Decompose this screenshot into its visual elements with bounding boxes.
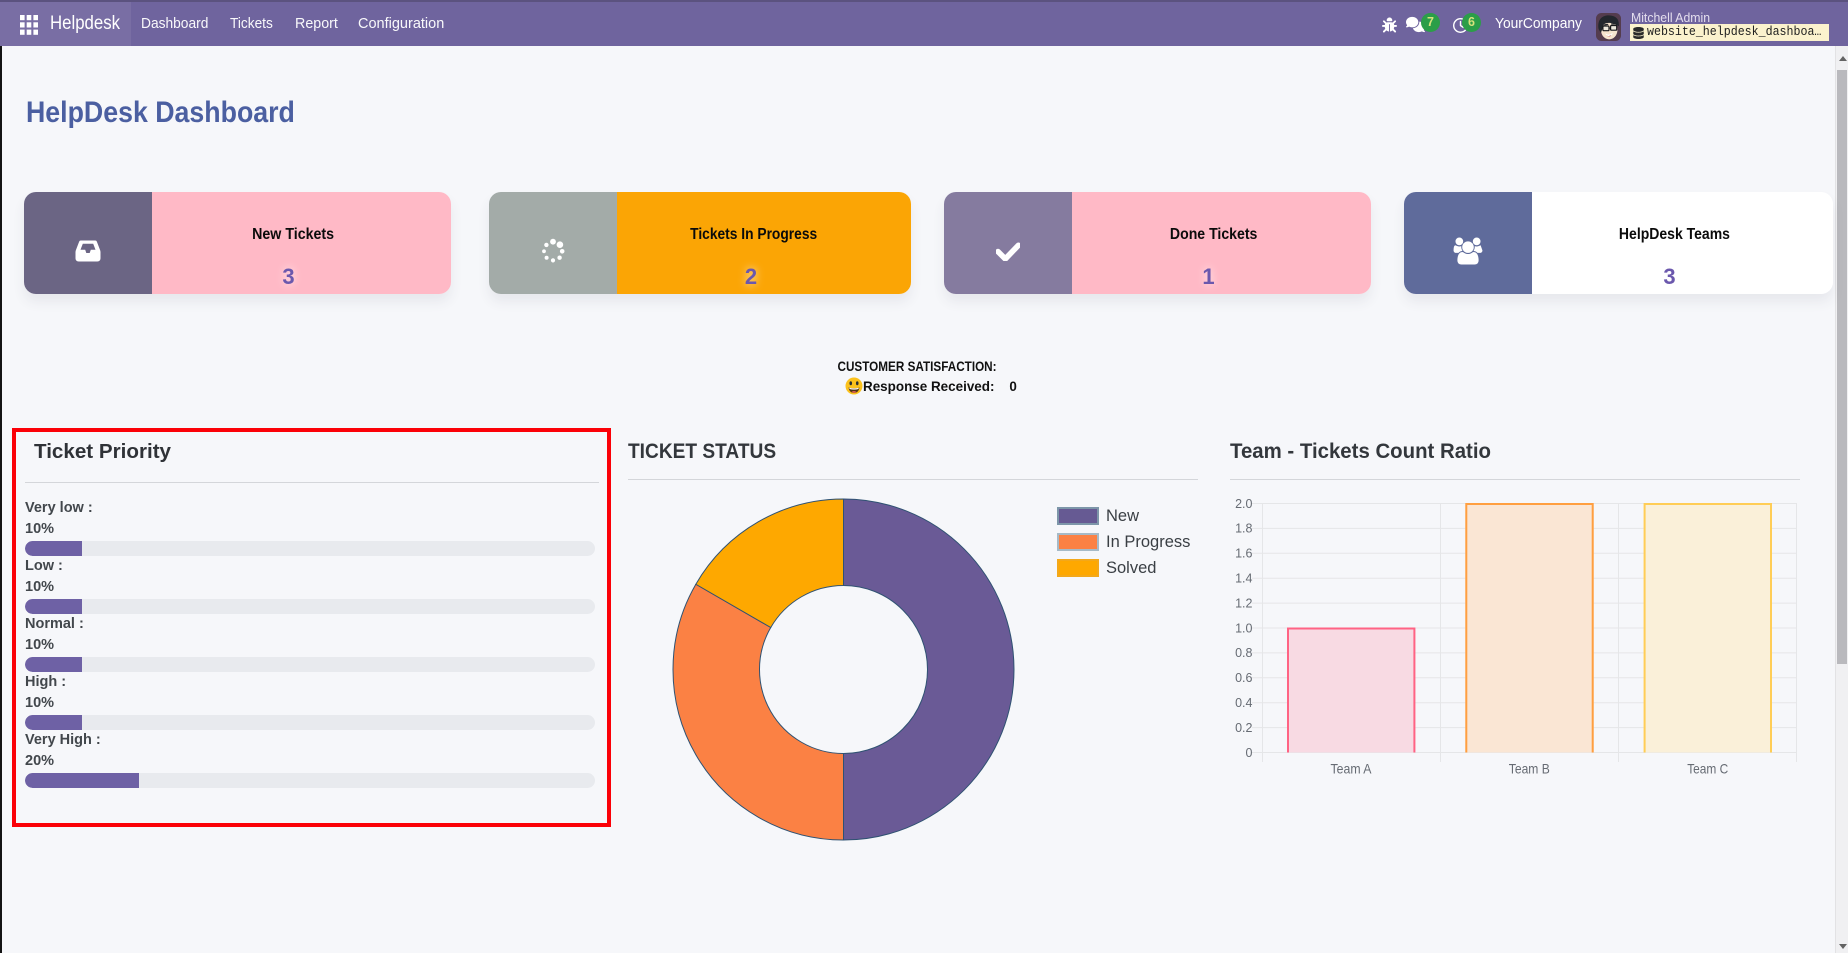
- svg-text:0.8: 0.8: [1235, 646, 1252, 660]
- svg-text:0.4: 0.4: [1235, 696, 1252, 710]
- svg-text:1.6: 1.6: [1235, 547, 1252, 561]
- svg-text:Team B: Team B: [1509, 761, 1550, 777]
- svg-text:1.4: 1.4: [1235, 572, 1252, 586]
- svg-text:1.2: 1.2: [1235, 596, 1252, 610]
- svg-text:0: 0: [1246, 746, 1253, 760]
- svg-text:1.8: 1.8: [1235, 522, 1252, 536]
- svg-text:Team A: Team A: [1331, 761, 1373, 777]
- svg-text:Team C: Team C: [1687, 761, 1728, 777]
- svg-text:2.0: 2.0: [1235, 497, 1252, 511]
- svg-text:0.6: 0.6: [1235, 671, 1252, 685]
- svg-text:0.2: 0.2: [1235, 721, 1252, 735]
- svg-text:1.0: 1.0: [1235, 621, 1252, 635]
